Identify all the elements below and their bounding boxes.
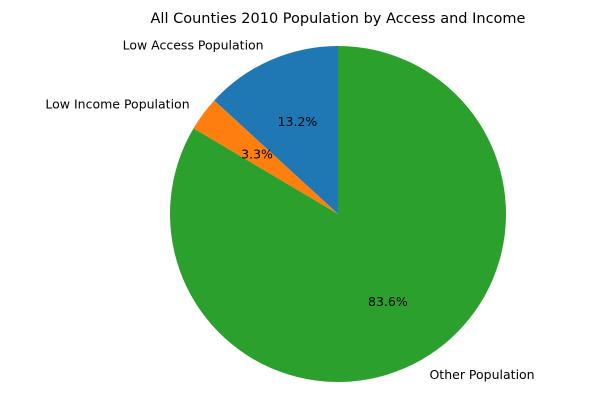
slice-percent-label: 3.3% — [241, 146, 273, 161]
slice-category-label: Low Access Population — [123, 37, 264, 52]
pie-labels: 13.2% Low Access Population 3.3% Low Income… — [45, 37, 534, 382]
pie-slice — [170, 46, 507, 382]
chart-title: All Counties 2010 Population by Access a… — [151, 11, 526, 27]
pie-slice — [214, 46, 338, 214]
slice-percent-label: 13.2% — [278, 114, 318, 129]
slice-category-label: Low Income Population — [45, 96, 189, 111]
pie-slice — [193, 100, 338, 214]
slice-category-label: Other Population — [429, 367, 534, 382]
pie-slices — [170, 46, 507, 382]
slice-percent-label: 83.6% — [368, 294, 408, 309]
